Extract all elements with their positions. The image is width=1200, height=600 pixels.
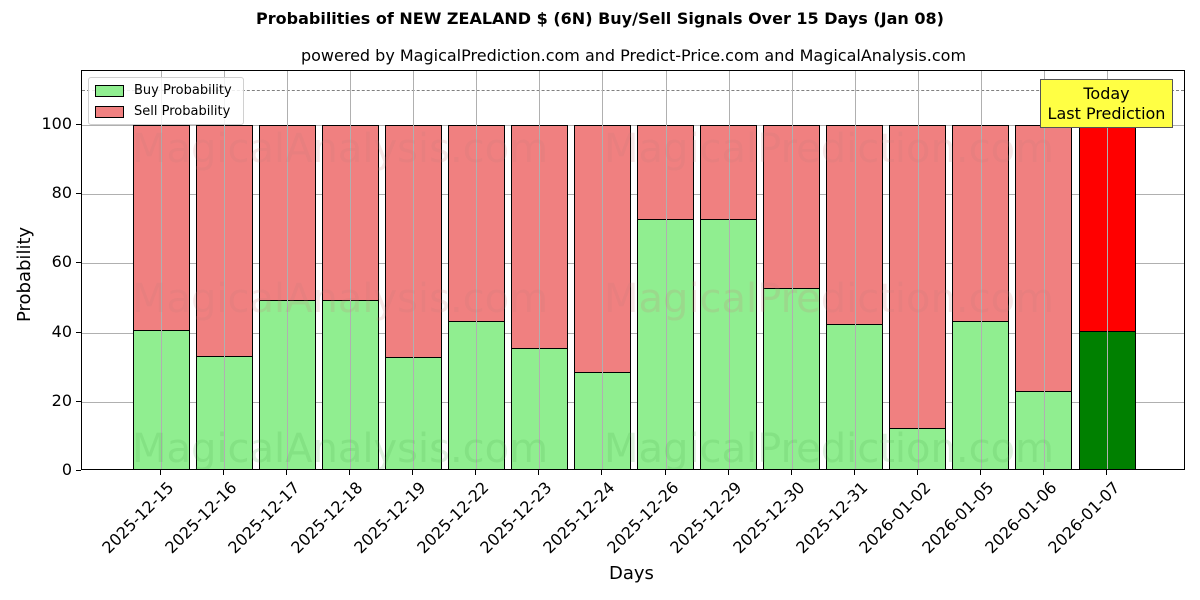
x-tick-mark [916,470,918,475]
gridline-vertical [350,71,352,469]
chart-title: Probabilities of NEW ZEALAND $ (6N) Buy/… [256,9,944,28]
watermark-text: MagicalPrediction.com [604,426,1054,470]
sell-swatch-icon [95,105,124,118]
x-tick-mark [412,470,414,475]
x-tick-mark [349,470,351,475]
gridline-vertical [287,71,289,469]
gridline-vertical [665,71,667,469]
today-annotation: Today Last Prediction [1040,79,1173,128]
annotation-line-2: Last Prediction [1047,104,1166,123]
gridline-horizontal [82,263,1184,265]
x-tick-mark [1042,470,1044,475]
legend-buy-label: Buy Probability [134,83,232,98]
legend-item-sell: Sell Probability [95,104,230,119]
y-tick-mark [76,400,81,402]
buy-swatch-icon [95,84,124,97]
gridline-vertical [728,71,730,469]
x-tick-mark [538,470,540,475]
x-tick-mark [160,470,161,475]
y-tick-mark [76,124,81,125]
chart-subtitle: powered by MagicalPrediction.com and Pre… [300,46,967,65]
y-tick-mark [76,193,81,195]
y-tick-mark [76,470,81,471]
watermark-text: MagicalAnalysis.com [132,276,549,322]
gridline-horizontal [82,332,1184,334]
plot-area: MagicalAnalysis.com MagicalPrediction.com… [81,70,1185,470]
reference-line [82,90,1184,92]
x-axis-label: Days [609,563,654,584]
x-tick-mark [664,470,666,475]
y-tick-label: 20 [51,390,72,410]
gridline-vertical [854,71,856,469]
x-tick-mark [727,470,729,475]
gridline-horizontal [82,401,1184,403]
x-tick-mark [223,470,225,475]
gridline-vertical [161,71,162,469]
gridline-vertical [1107,71,1108,469]
y-tick-label: 60 [51,252,72,272]
x-tick-mark [790,470,792,475]
watermark-text: MagicalPrediction.com [604,126,1054,172]
gridline-vertical [602,71,604,469]
legend-sell-label: Sell Probability [134,104,231,119]
y-tick-mark [76,331,81,333]
gridline-vertical [224,71,226,469]
x-tick-mark [853,470,855,475]
legend: Buy Probability Sell Probability [88,77,244,125]
y-tick-label: 40 [51,321,72,341]
x-tick-mark [1106,470,1107,475]
y-tick-mark [76,262,81,264]
watermark-text: MagicalAnalysis.com [132,426,549,470]
gridline-horizontal [82,125,1184,126]
x-tick-mark [286,470,288,475]
y-tick-label: 80 [51,183,72,203]
watermark-text: MagicalPrediction.com [604,276,1054,322]
y-axis-label: Probability [14,226,35,322]
gridline-vertical [917,71,919,469]
gridline-vertical [476,71,478,469]
annotation-line-1: Today [1083,84,1130,103]
y-tick-label: 0 [61,460,72,479]
legend-item-buy: Buy Probability [95,83,232,98]
x-tick-mark [475,470,477,475]
gridline-vertical [413,71,415,469]
gridline-vertical [980,71,982,469]
gridline-horizontal [82,194,1184,196]
x-tick-mark [979,470,981,475]
y-tick-label: 100 [41,114,72,133]
gridline-vertical [539,71,541,469]
x-tick-mark [601,470,603,475]
gridline-vertical [1043,71,1045,469]
watermark-text: MagicalAnalysis.com [132,126,549,172]
gridline-vertical [791,71,793,469]
